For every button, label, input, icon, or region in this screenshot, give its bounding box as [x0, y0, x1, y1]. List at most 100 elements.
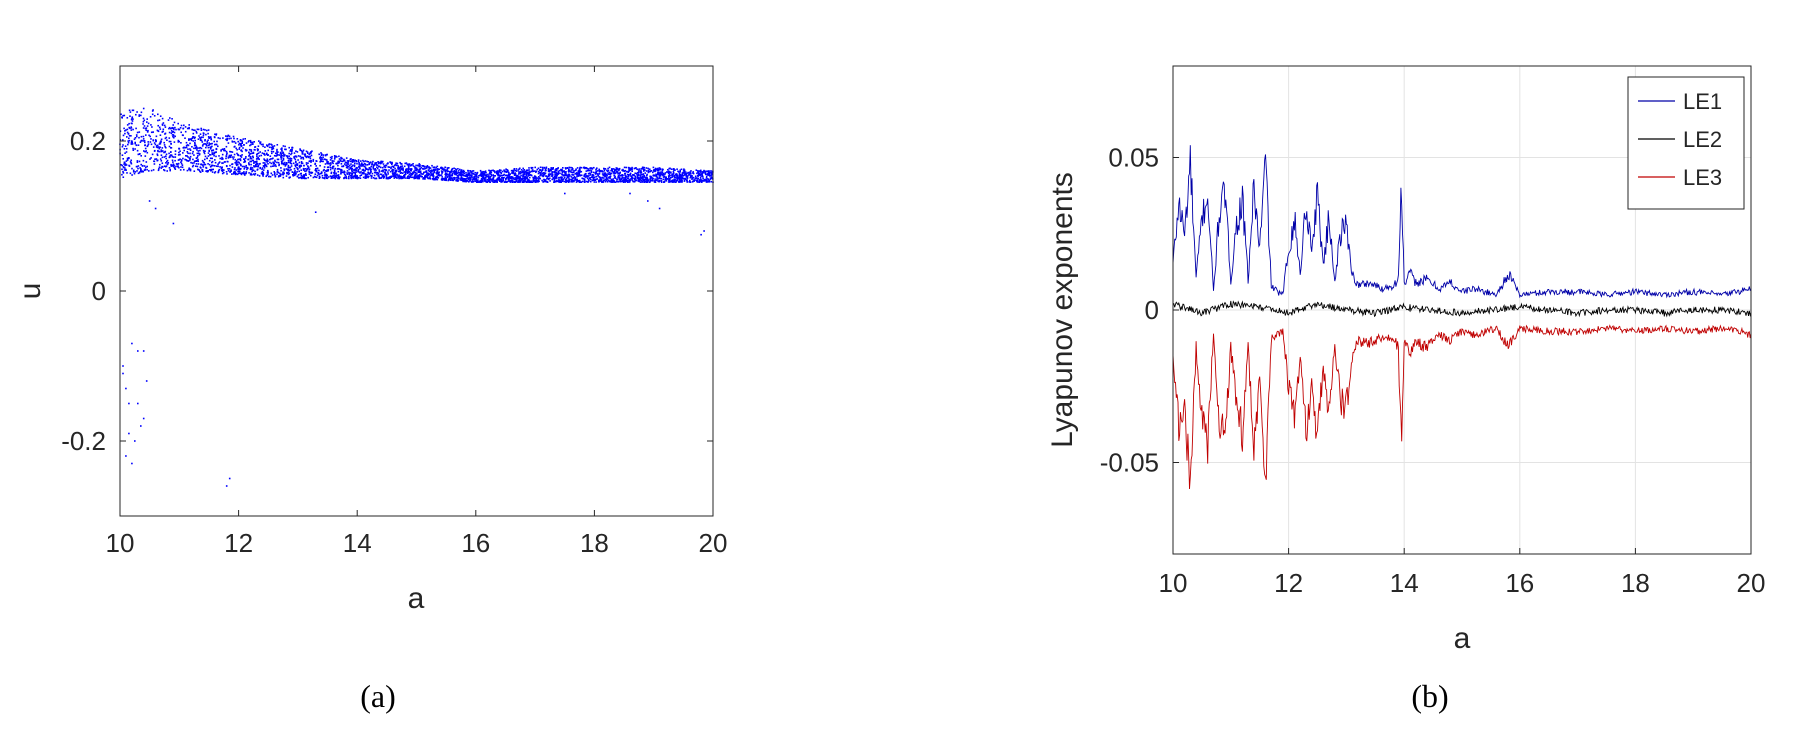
a-scatter-point	[453, 170, 456, 172]
a-scatter-point	[571, 167, 573, 169]
a-scatter-point	[157, 119, 159, 122]
a-scatter-point	[237, 172, 240, 175]
a-scatter-point	[369, 167, 371, 169]
a-scatter-point	[152, 146, 155, 148]
a-scatter-point	[123, 166, 125, 169]
a-scatter-point	[542, 181, 544, 183]
a-scatter-point	[638, 177, 640, 179]
a-scatter-point	[286, 157, 289, 159]
a-scatter-point	[405, 177, 407, 179]
a-scatter-point	[704, 171, 707, 173]
a-scatter-point	[525, 174, 528, 177]
a-scatter-point	[256, 174, 259, 176]
a-scatter-point	[614, 177, 617, 180]
a-scatter-point	[199, 170, 201, 173]
a-scatter-point	[655, 173, 657, 176]
a-scatter-point	[250, 149, 253, 151]
a-scatter-point	[132, 169, 135, 172]
a-scatter-point	[420, 172, 422, 175]
a-scatter-point	[237, 170, 239, 173]
a-scatter-point	[378, 169, 380, 171]
a-scatter-point	[364, 167, 367, 170]
a-scatter-point	[598, 180, 600, 182]
a-scatter-point	[543, 180, 546, 182]
a-scatter-point	[160, 160, 163, 162]
a-scatter-point	[610, 181, 612, 183]
a-scatter-point	[613, 181, 615, 183]
a-scatter-point	[300, 174, 303, 177]
a-scatter-point	[191, 146, 193, 148]
a-scatter-point	[487, 180, 490, 182]
a-scatter-point	[225, 171, 228, 173]
a-scatter-point	[161, 124, 164, 126]
a-scatter-point	[174, 150, 177, 152]
a-scatter-point	[156, 159, 158, 162]
a-scatter-point	[682, 174, 685, 177]
a-scatter-point	[549, 177, 551, 180]
a-scatter-point	[415, 167, 418, 170]
a-scatter-point	[449, 175, 451, 177]
a-scatter-point	[453, 177, 455, 179]
a-scatter-point	[688, 172, 690, 174]
a-scatter-point	[218, 162, 220, 164]
a-scatter-point	[178, 166, 180, 169]
a-scatter-point	[245, 164, 247, 167]
a-scatter-point	[296, 151, 299, 153]
a-scatter-point	[534, 177, 537, 179]
a-scatter-point	[408, 177, 410, 180]
a-scatter-point	[221, 166, 223, 169]
a-scatter-point	[568, 175, 570, 177]
a-scatter-point	[454, 173, 456, 176]
a-scatter-point	[137, 172, 140, 175]
a-scatter-point	[191, 137, 194, 139]
a-scatter-point	[144, 155, 147, 157]
a-scatter-point	[568, 180, 570, 182]
a-scatter-point	[587, 180, 589, 183]
a-scatter-point	[265, 164, 267, 167]
a-scatter-point	[308, 170, 310, 172]
a-scatter-point	[156, 153, 159, 155]
a-scatter-point	[262, 162, 265, 164]
a-scatter-point	[673, 176, 676, 179]
a-scatter-point	[564, 172, 567, 175]
a-scatter-point	[274, 172, 276, 174]
a-scatter-point	[488, 176, 490, 178]
a-scatter-point	[140, 114, 142, 117]
a-scatter-point	[570, 180, 573, 183]
a-scatter-point	[394, 167, 396, 170]
a-scatter-point	[303, 177, 305, 180]
a-scatter-point	[654, 168, 656, 171]
a-scatter-point	[130, 143, 133, 145]
a-scatter-point	[494, 171, 496, 174]
a-scatter-point	[668, 173, 671, 176]
a-scatter-point	[642, 174, 644, 176]
a-scatter-point	[279, 172, 281, 175]
a-scatter-point	[203, 163, 205, 166]
a-scatter-point	[219, 137, 221, 140]
a-scatter-point	[259, 166, 261, 169]
a-scatter-point	[698, 170, 700, 172]
a-scatter-point	[510, 169, 513, 172]
a-scatter-point	[690, 174, 692, 177]
a-scatter-point	[585, 180, 588, 183]
a-scatter-point	[645, 178, 648, 181]
a-scatter-point	[384, 166, 387, 169]
a-scatter-point	[593, 181, 596, 183]
a-scatter-point	[496, 181, 498, 183]
a-x-ticks: 10 12 14 16 18 20	[106, 66, 727, 558]
a-scatter-point	[144, 147, 147, 150]
a-scatter-point	[436, 178, 439, 181]
a-scatter-point	[527, 180, 529, 182]
a-scatter-point	[391, 175, 394, 177]
a-scatter-point	[555, 176, 558, 178]
a-scatter-point	[528, 171, 531, 173]
a-scatter-point	[473, 178, 476, 181]
a-scatter-point	[290, 165, 293, 167]
a-scatter-point	[376, 167, 379, 170]
a-scatter-point	[215, 165, 218, 167]
a-scatter-point	[605, 176, 608, 179]
a-scatter-point	[343, 159, 346, 162]
a-scatter-point	[669, 181, 671, 183]
a-scatter-point	[658, 172, 660, 175]
a-scatter-point	[417, 164, 419, 167]
